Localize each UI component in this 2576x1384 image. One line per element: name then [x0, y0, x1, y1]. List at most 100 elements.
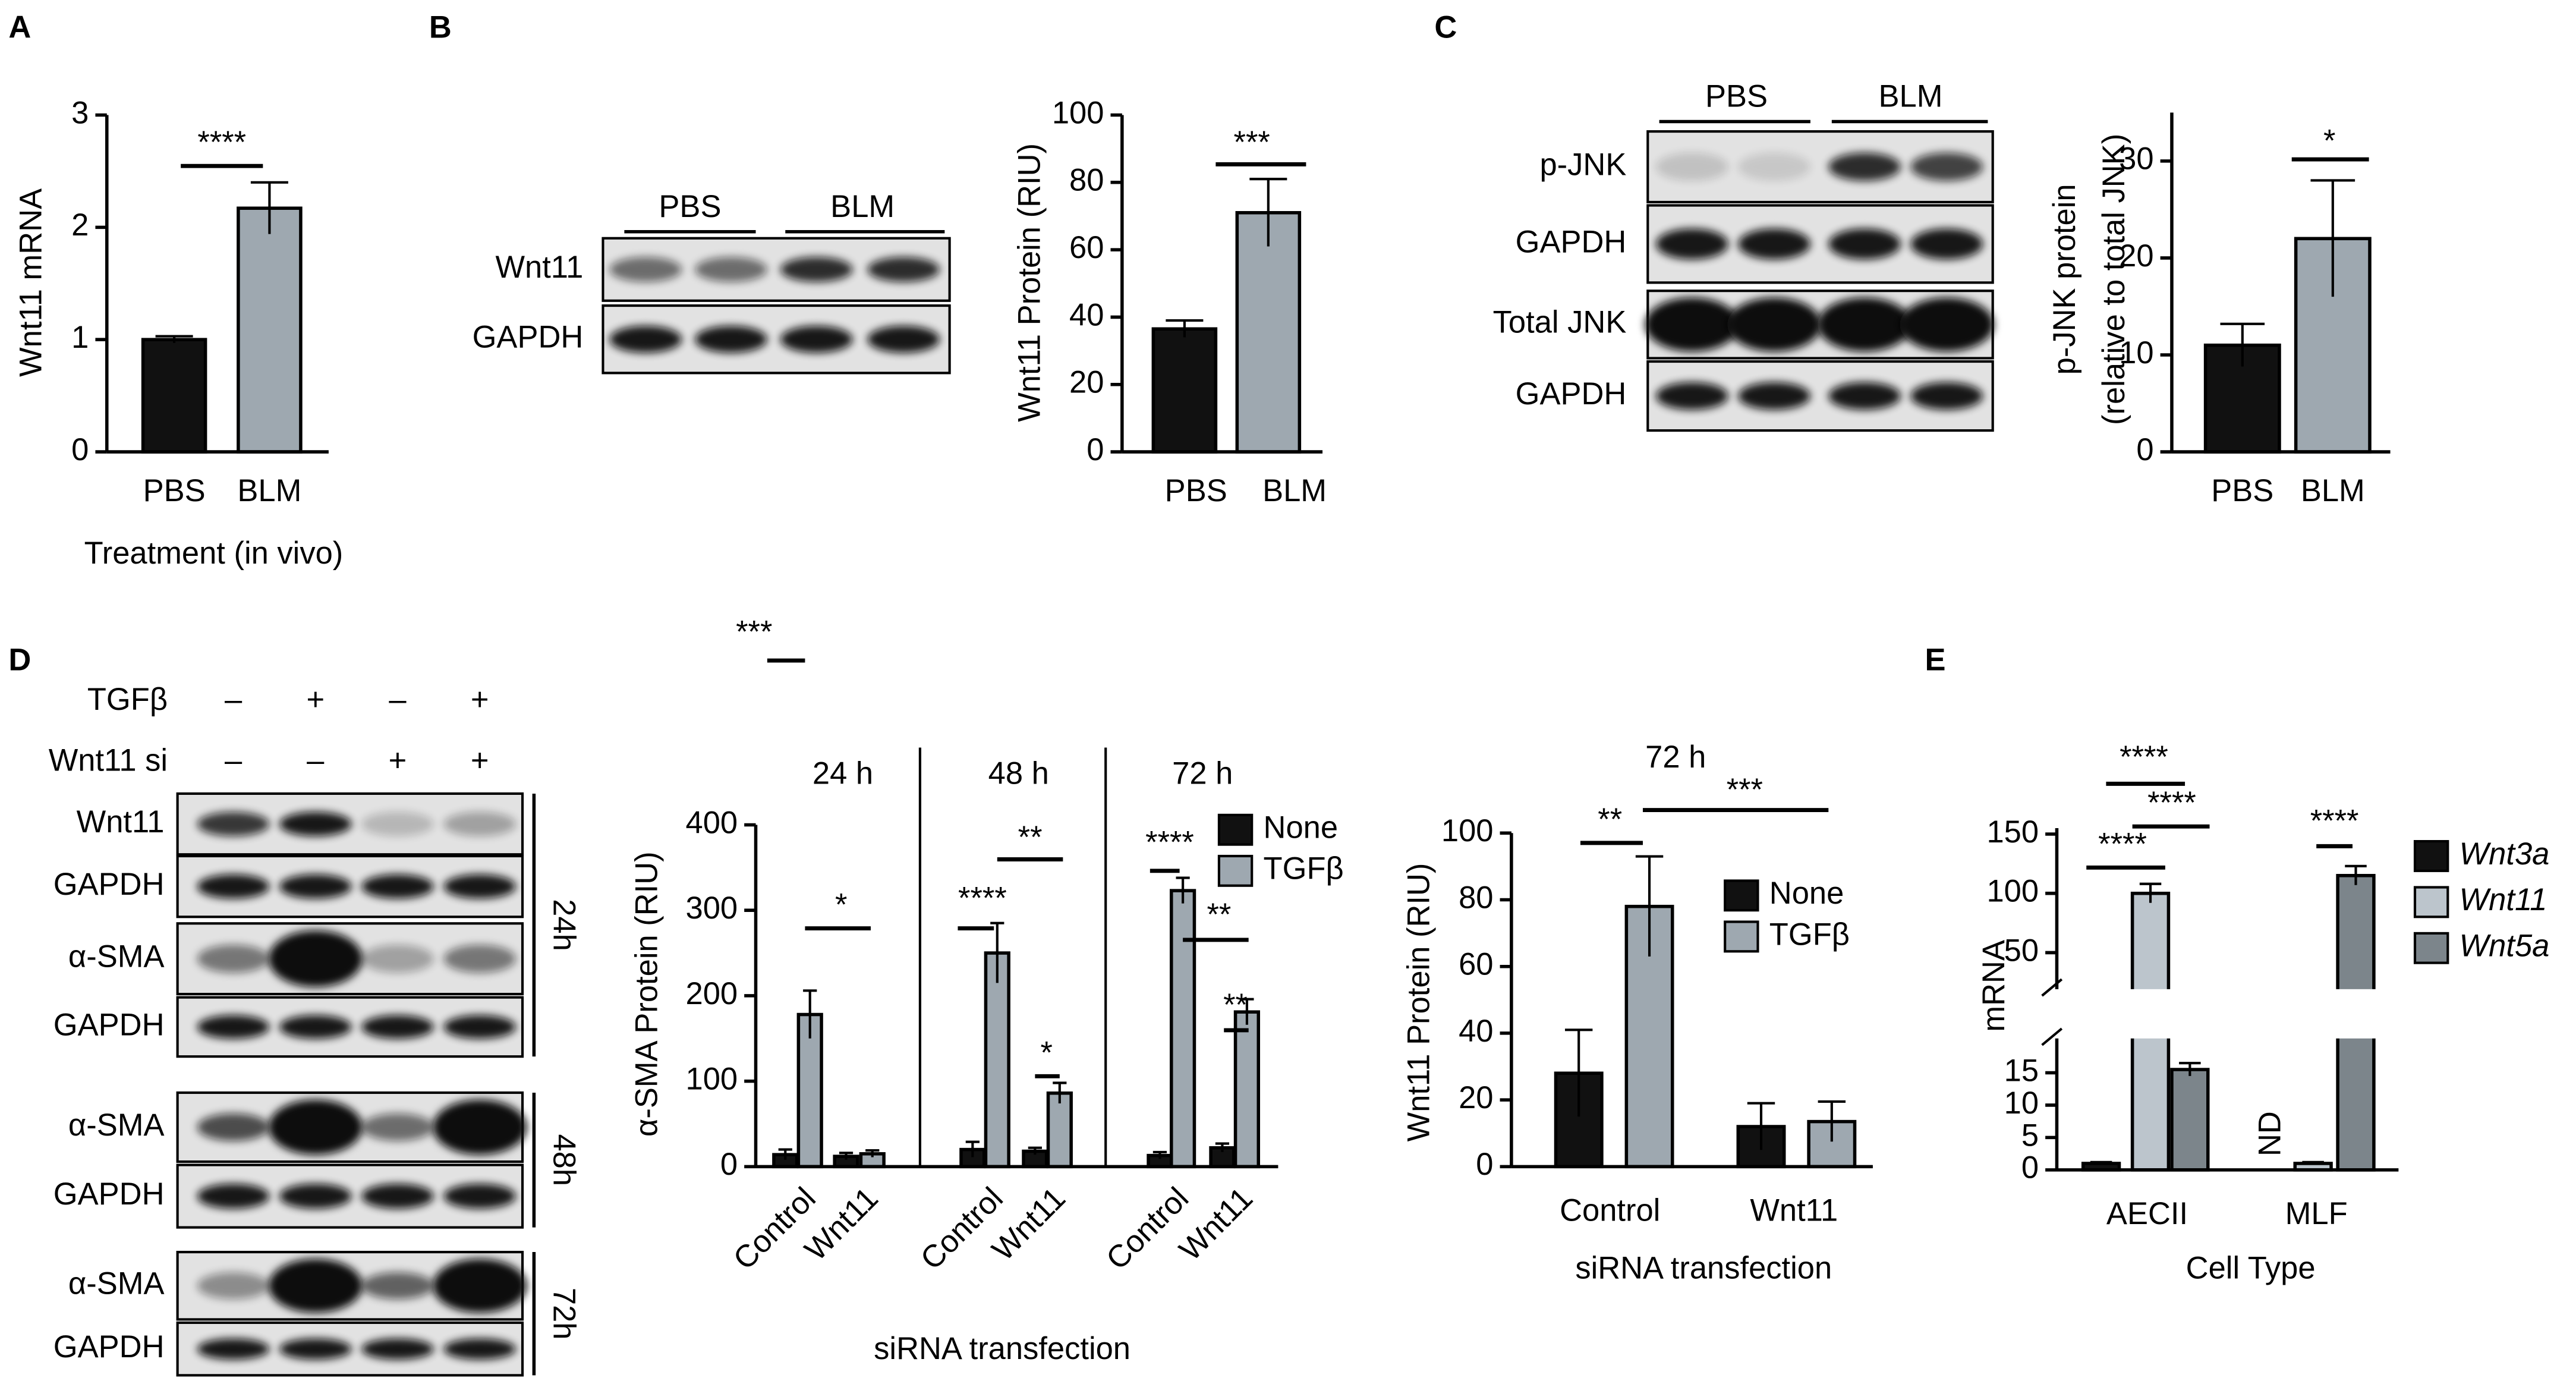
blot-band	[1645, 297, 1739, 352]
blot-band	[443, 874, 516, 899]
treatment-sign: –	[225, 743, 243, 778]
blot-band	[197, 1015, 270, 1039]
lane-header: BLM	[830, 189, 895, 224]
blot-band	[1828, 228, 1901, 260]
blot-band	[361, 811, 434, 836]
blot-band	[433, 1099, 527, 1155]
x-tick-label: AECII	[2106, 1196, 2188, 1231]
time-label: 24h	[546, 899, 581, 951]
x-tick-label: BLM	[237, 473, 301, 508]
blot-band	[197, 944, 270, 973]
y-tick-label: 10	[2004, 1086, 2039, 1121]
blot-band	[1656, 228, 1728, 260]
blot-band	[279, 811, 352, 836]
y-tick-label: 0	[1476, 1147, 1493, 1182]
legend-swatch	[2413, 886, 2449, 919]
y-tick-label: 150	[1986, 814, 2039, 850]
y-tick-label: 50	[2004, 933, 2039, 968]
blot-row-label: GAPDH	[53, 867, 165, 902]
blot-band	[443, 1184, 516, 1209]
panel-letter: A	[8, 10, 31, 45]
y-tick-label: 200	[685, 976, 738, 1011]
significance-label: **	[1018, 820, 1043, 855]
treatment-label: TGFβ	[87, 682, 168, 717]
lane-header: PBS	[1705, 79, 1768, 114]
blot-band	[443, 1338, 516, 1360]
legend-swatch	[1217, 854, 1254, 887]
blot-row-label: Wnt11	[495, 250, 583, 285]
x-tick-label: BLM	[2301, 473, 2365, 508]
bar	[1233, 1010, 1261, 1169]
blot-band	[268, 1259, 363, 1313]
treatment-sign: –	[225, 682, 243, 717]
blot-band	[695, 326, 767, 353]
y-tick-label: 40	[1069, 297, 1104, 332]
legend-label: None	[1264, 810, 1339, 845]
blot-row-label: Total JNK	[1493, 305, 1627, 340]
y-tick-label: 10	[2119, 335, 2153, 370]
blot-band	[361, 1338, 434, 1360]
blot-band	[268, 930, 363, 987]
significance-label: ***	[736, 615, 772, 650]
chart-title: 72 h	[1645, 740, 1706, 775]
blot-band	[197, 874, 270, 899]
blot-band	[443, 1015, 516, 1039]
y-tick-label: 100	[685, 1061, 738, 1096]
blot-band	[1910, 228, 1983, 260]
blot-band	[361, 1272, 434, 1300]
blot-band	[609, 257, 682, 282]
blot-band	[609, 326, 682, 353]
bar	[984, 951, 1010, 1169]
legend-swatch	[1724, 879, 1759, 912]
significance-label: *	[2323, 123, 2335, 158]
significance-label: **	[1207, 897, 1231, 932]
y-tick-label: 60	[1459, 947, 1493, 982]
blot-band	[279, 1015, 352, 1039]
group-title: 48 h	[988, 756, 1049, 791]
blot-band	[279, 874, 352, 899]
blot-band	[780, 326, 853, 353]
x-tick-label: PBS	[1165, 473, 1227, 508]
y-axis-label: Wnt11 Protein (RIU)	[1012, 143, 1047, 422]
y-tick-label: 1	[71, 320, 89, 355]
bar	[141, 338, 207, 454]
y-tick-label: 400	[685, 805, 738, 840]
blot-band	[1910, 152, 1983, 181]
blot-band	[279, 1184, 352, 1209]
blot-band	[361, 1113, 434, 1141]
y-tick-label: 0	[71, 432, 89, 467]
y-axis-label: p-JNK protein	[2047, 184, 2082, 375]
blot-band	[197, 1113, 270, 1141]
y-tick-label: 20	[2119, 238, 2153, 273]
blot-band	[443, 811, 516, 836]
x-axis-label: siRNA transfection	[1575, 1250, 1832, 1285]
significance-label: ****	[197, 125, 246, 160]
y-tick-label: 0	[2021, 1150, 2039, 1185]
blot-band	[1738, 382, 1810, 410]
blot-band	[780, 257, 853, 282]
blot-band	[867, 326, 940, 353]
blot-band	[1900, 297, 1994, 352]
y-axis-label: Wnt11 mRNA	[13, 188, 48, 377]
y-axis-label: (relative to total JNK)	[2096, 134, 2131, 425]
legend-label: Wnt11	[2460, 882, 2547, 917]
axis-break	[2033, 989, 2399, 1039]
y-tick-label: 20	[1069, 365, 1104, 400]
significance-label: ***	[1234, 125, 1270, 160]
y-tick-label: 15	[2004, 1053, 2039, 1088]
blot-band	[197, 1184, 270, 1209]
y-tick-label: 0	[2136, 432, 2153, 467]
y-tick-label: 20	[1459, 1080, 1493, 1115]
y-tick-label: 100	[1441, 813, 1494, 848]
blot-band	[433, 1259, 527, 1313]
blot-band	[361, 874, 434, 899]
y-axis-label: Wnt11 Protein (RIU)	[1402, 863, 1437, 1142]
bar	[1151, 327, 1218, 454]
x-axis-label: siRNA transfection	[874, 1331, 1130, 1366]
panel-letter: D	[8, 643, 31, 678]
blot-band	[1828, 382, 1901, 410]
x-tick-label: Wnt11	[1750, 1193, 1838, 1228]
y-axis-label: mRNA	[1976, 940, 2011, 1032]
x-axis-label: Cell Type	[2186, 1250, 2316, 1285]
